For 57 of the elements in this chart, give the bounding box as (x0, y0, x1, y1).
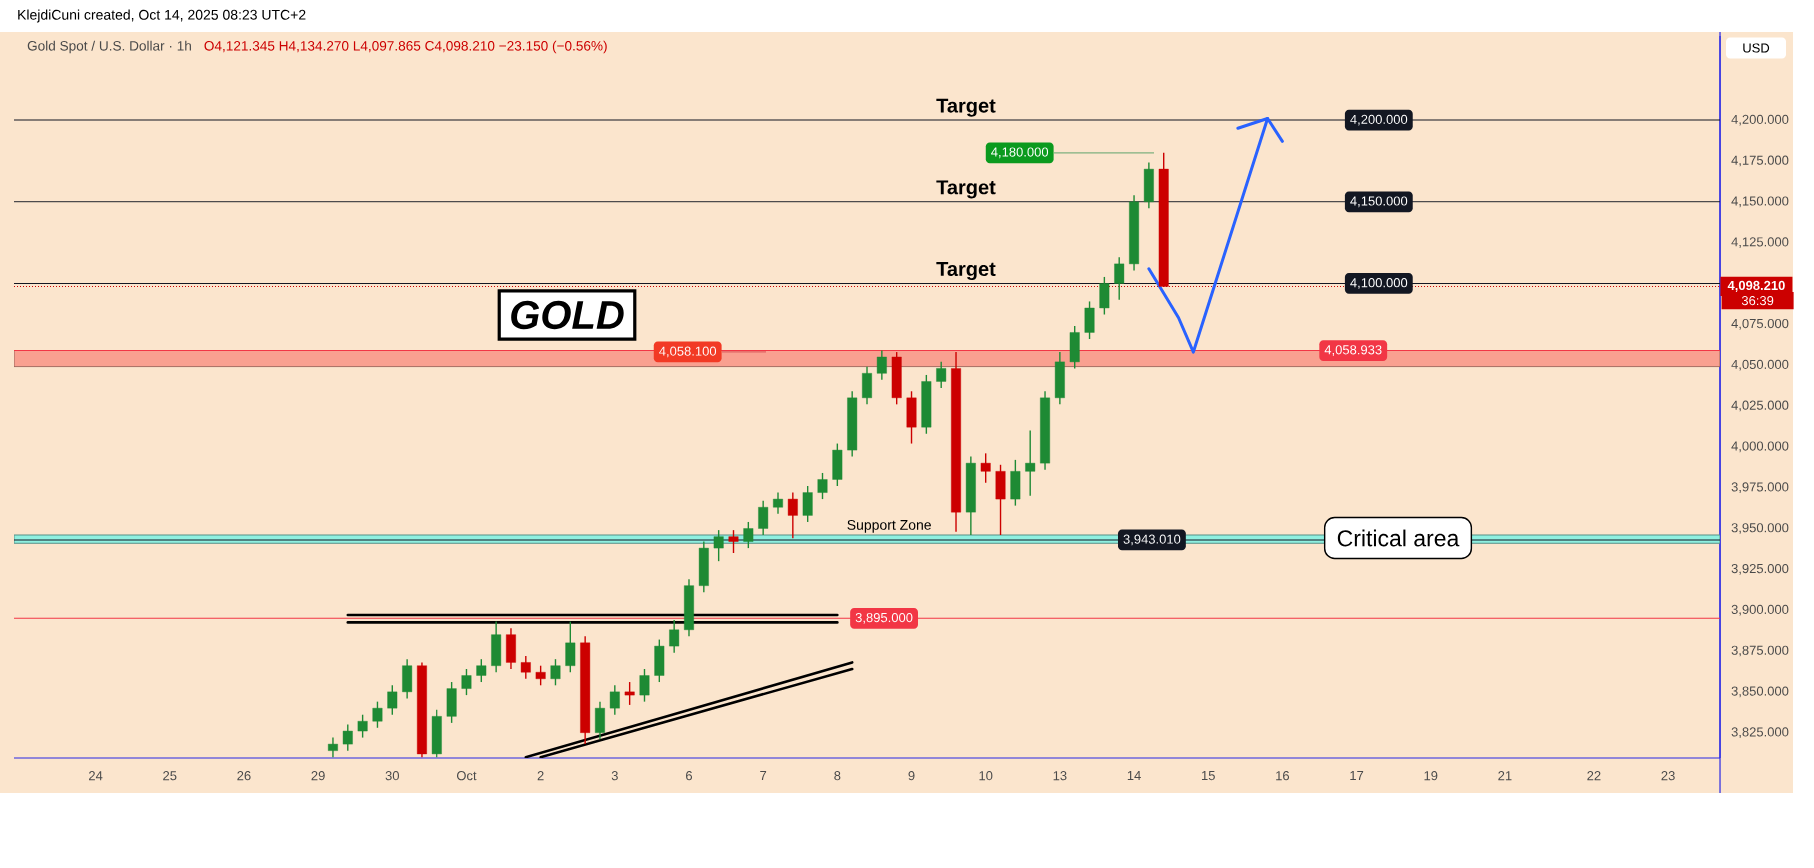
y-tick-label: 4,125.000 (1731, 237, 1789, 248)
annotation: Target (936, 98, 996, 117)
x-tick-label: 30 (385, 771, 400, 781)
x-tick-label: 7 (760, 771, 767, 781)
ref-line-label: 4,058.933 (1324, 345, 1382, 356)
x-tick-label: 19 (1424, 771, 1438, 781)
annotation: 4,058.100 (659, 346, 717, 358)
x-tick-label: 15 (1201, 771, 1215, 781)
chart-subtitle: O4,121.345 H4,134.270 L4,097.865 C4,098.210 −23.150 (−0.56%) (204, 40, 607, 54)
ref-line-label: 4,098.210 (1727, 280, 1785, 292)
annotation: Target (936, 262, 996, 281)
ref-line-label: 3,943.010 (1123, 534, 1181, 546)
x-tick-label: 10 (979, 771, 993, 781)
ref-line-label: 4,100.000 (1350, 278, 1408, 289)
text: USD (1743, 43, 1770, 53)
y-tick-label: 3,850.000 (1731, 686, 1789, 698)
x-tick-label: 2 (537, 771, 544, 781)
y-tick-label: 3,950.000 (1731, 523, 1789, 534)
y-tick-label: 4,175.000 (1731, 155, 1789, 167)
y-tick-label: 4,200.000 (1731, 114, 1789, 126)
ref-line-label: 3,895.000 (855, 612, 913, 624)
y-tick-label: 4,150.000 (1731, 196, 1789, 208)
y-tick-label: 3,900.000 (1731, 604, 1789, 616)
y-tick-label: 4,000.000 (1731, 441, 1789, 453)
annotation: Support Zone (847, 519, 931, 533)
y-tick-label: 3,925.000 (1731, 563, 1789, 575)
x-tick-label: 23 (1661, 771, 1675, 781)
x-tick-label: 16 (1276, 771, 1290, 781)
x-tick-label: 9 (908, 771, 915, 781)
x-tick-label: Oct (456, 771, 477, 781)
ref-line-label: 4,200.000 (1350, 114, 1408, 126)
x-tick-label: 29 (311, 771, 325, 781)
chart-title: Gold Spot / U.S. Dollar · 1h (27, 40, 191, 54)
x-tick-label: 21 (1498, 771, 1512, 781)
text: 36:39 (1741, 296, 1774, 306)
y-tick-label: 3,875.000 (1731, 645, 1789, 657)
y-tick-label: 4,075.000 (1731, 318, 1789, 330)
y-tick-label: 3,825.000 (1731, 727, 1789, 739)
annotation: Critical area (1337, 529, 1460, 547)
annotation: GOLD (511, 300, 624, 330)
x-tick-label: 3 (611, 771, 618, 781)
annotation: Target (936, 180, 996, 199)
x-tick-label: 22 (1587, 771, 1601, 781)
x-tick-label: 6 (686, 771, 693, 781)
x-tick-label: 17 (1350, 771, 1364, 781)
ref-line-label: 4,150.000 (1350, 196, 1408, 208)
text: KlejdiCuni created, Oct 14, 2025 08:23 UTC+2 (18, 9, 306, 23)
y-tick-label: 4,050.000 (1731, 359, 1789, 371)
annotation: 4,180.000 (991, 147, 1049, 159)
x-tick-label: 24 (89, 771, 103, 781)
y-tick-label: 4,025.000 (1731, 400, 1789, 412)
x-tick-label: 25 (163, 771, 177, 781)
x-tick-label: 26 (237, 771, 251, 781)
x-tick-label: 13 (1053, 771, 1067, 781)
y-tick-label: 3,975.000 (1731, 482, 1789, 494)
x-tick-label: 8 (834, 771, 841, 781)
x-tick-label: 14 (1127, 771, 1141, 781)
